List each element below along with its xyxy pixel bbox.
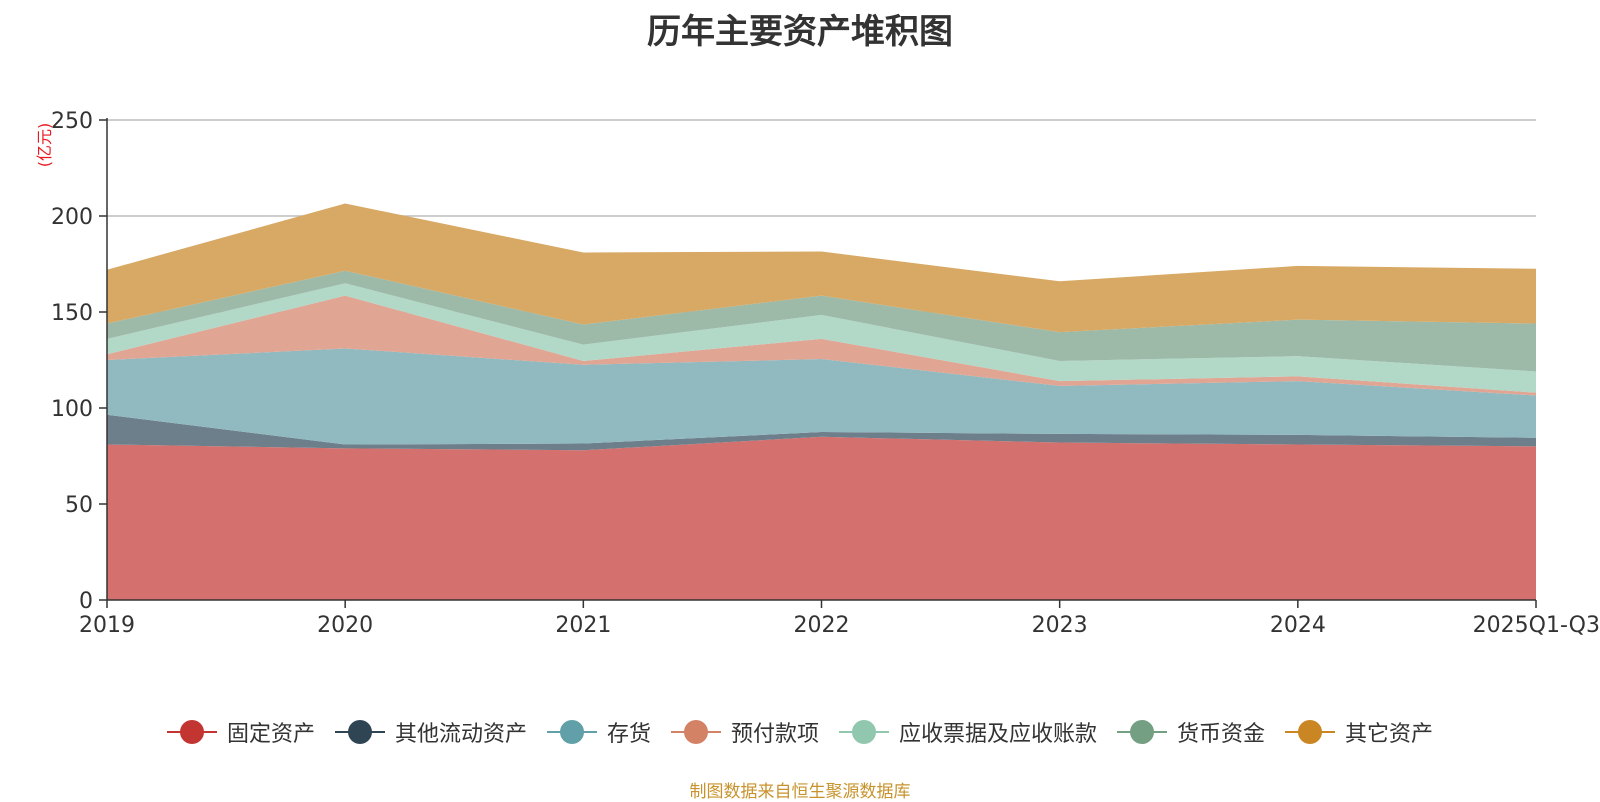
x-tick-label: 2021: [555, 613, 611, 638]
legend-marker-icon: [1117, 719, 1168, 745]
legend-item-0[interactable]: 固定资产: [166, 716, 315, 748]
legend-item-4[interactable]: 应收票据及应收账款: [839, 716, 1097, 748]
legend: 固定资产 其他流动资产 存货 预付款项 应收票据及应收账款 货币资金 其它资产: [0, 716, 1600, 748]
x-tick-label: 2023: [1032, 613, 1088, 638]
legend-marker-icon: [334, 719, 385, 745]
x-tick-label: 2019: [79, 613, 135, 638]
y-tick-label: 200: [51, 205, 93, 230]
legend-marker-icon: [1285, 719, 1336, 745]
legend-marker-icon: [166, 719, 217, 745]
area-layer: [107, 203, 1536, 600]
legend-label: 货币资金: [1177, 722, 1266, 747]
legend-label: 其他流动资产: [394, 722, 527, 747]
source-note: 制图数据来自恒生聚源数据库: [689, 782, 911, 802]
legend-item-6[interactable]: 其它资产: [1285, 716, 1433, 748]
area-series-2[interactable]: [107, 348, 1536, 445]
axis-layer: 0 50 100 150 200 250 2019 2020 2021 2022 2023 2024 2…: [51, 109, 1600, 638]
y-tick-label: 0: [79, 589, 93, 614]
legend-label: 预付款项: [730, 722, 819, 747]
x-tick-label: 2020: [317, 613, 373, 638]
legend-marker-icon: [839, 719, 889, 745]
legend-marker-icon: [670, 719, 721, 745]
area-series-3[interactable]: [107, 295, 1536, 396]
legend-label: 其它资产: [1345, 722, 1434, 747]
x-tick-label: 2025Q1-Q3: [1473, 613, 1600, 638]
legend-item-1[interactable]: 其他流动资产: [334, 716, 527, 748]
area-series-6[interactable]: [107, 203, 1536, 333]
legend-item-5[interactable]: 货币资金: [1117, 716, 1265, 748]
legend-item-3[interactable]: 预付款项: [670, 716, 819, 748]
area-series-1[interactable]: [107, 414, 1536, 451]
legend-label: 存货: [606, 722, 651, 747]
chart-title: 历年主要资产堆积图: [647, 12, 953, 52]
legend-label: 固定资产: [226, 722, 315, 747]
y-tick-label: 100: [51, 397, 93, 422]
y-tick-label: 250: [51, 109, 93, 134]
area-series-4[interactable]: [107, 283, 1536, 393]
legend-item-2[interactable]: 存货: [546, 716, 651, 748]
area-series-5[interactable]: [107, 270, 1536, 372]
x-tick-label: 2024: [1270, 613, 1326, 638]
y-tick-label: 50: [65, 493, 93, 518]
legend-marker-icon: [546, 719, 597, 745]
y-axis-unit-label: (亿元): [35, 123, 54, 168]
y-tick-label: 150: [51, 301, 93, 326]
legend-label: 应收票据及应收账款: [899, 722, 1098, 747]
area-series-0[interactable]: [107, 436, 1536, 600]
x-tick-label: 2022: [794, 613, 850, 638]
